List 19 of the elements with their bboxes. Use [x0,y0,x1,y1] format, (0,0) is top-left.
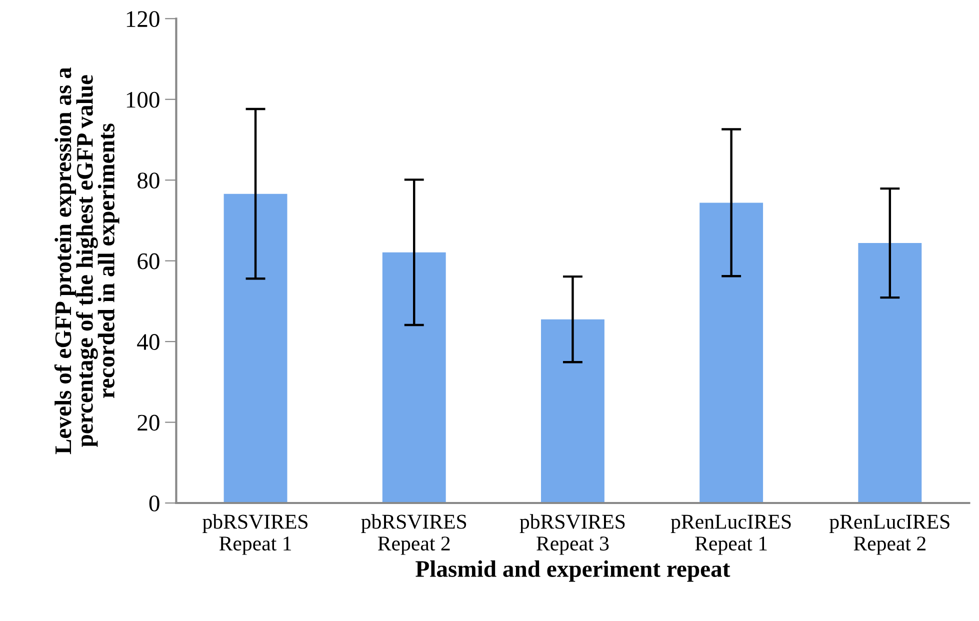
x-tick-label: pbRSVIRES Repeat 2 [361,514,466,555]
y-tick-label: 100 [126,92,160,108]
y-tick-label: 40 [137,334,160,350]
bar [224,194,288,504]
y-tick-label: 60 [138,253,160,270]
bar [700,202,764,504]
y-axis-title: Levels of eGFP protein expression as a percentage of the highest eGFP value recorded in all experiments [54,67,120,454]
y-tick-label: 20 [138,414,160,431]
y-tick-label: 0 [149,496,160,512]
y-tick-label: 120 [126,11,160,28]
x-tick-label: pRenLucIRES Repeat 2 [829,514,950,555]
bar [858,243,922,504]
y-tick-label: 80 [138,172,160,189]
x-tick-label: pbRSVIRES Repeat 3 [520,514,625,555]
x-axis-title: Plasmid and experiment repeat [416,560,730,582]
x-tick-label: pbRSVIRES Repeat 1 [202,514,308,555]
x-tick-label: pRenLucIRES Repeat 1 [670,514,791,555]
bar [382,252,446,504]
bar [540,319,604,504]
